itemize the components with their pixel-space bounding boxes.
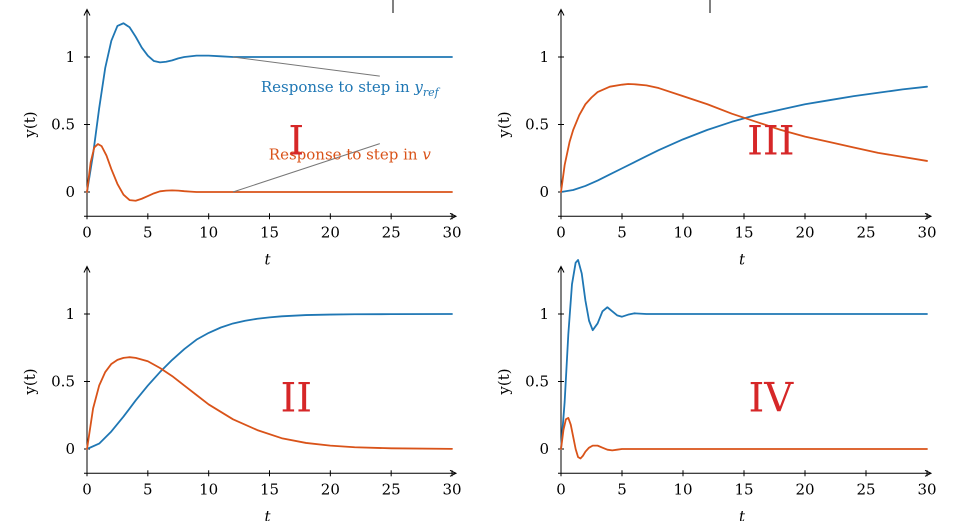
panel-i-x-tick-label: 0 [82,223,92,241]
panel-iv-x-tick-label: 20 [795,480,814,498]
panel-i-annotation-label: Response to step in v [269,146,432,164]
panel-ii-y-tick-label: 1 [65,305,75,323]
panel-iii-y-axis-arrow [557,8,565,16]
panel-i-y-tick-label: 0.5 [51,116,75,134]
panel-iv-x-tick-label: 25 [856,480,875,498]
panel-ii-x-tick-label: 20 [321,480,340,498]
panel-i-x-tick-label: 10 [199,223,218,241]
panel-iii-y-tick-label: 1 [539,48,549,66]
panel-ii-x-axis-label: t [264,507,271,521]
panel-iii-y-axis-label: y(t) [495,111,513,138]
annotation-text: Response to step in [261,78,415,96]
annotation-text: Response to step in [269,146,423,164]
panel-ii-series-blue-line [86,313,453,450]
panel-ii-x-tick-label: 0 [82,480,92,498]
panel-ii-x-tick-label: 30 [442,480,461,498]
panel-ii-x-tick-label: 25 [382,480,401,498]
panel-iii-y-tick-label: 0 [539,183,549,201]
panel-iii-y-tick-label: 0.5 [525,116,549,134]
panel-iii-series-orange-line [560,83,928,193]
panel-i-annotation-leader [232,143,380,193]
panel-iv-x-tick-label: 10 [673,480,692,498]
annotation-math: v [422,146,431,164]
panel-iii-x-tick-label: 10 [673,223,692,241]
panel-iv-x-tick-label: 30 [917,480,936,498]
panel-i-x-tick-label: 25 [382,223,401,241]
panel-iv: 0 5 10 15 20 25 30 0 0.5 1 t y(t) IV [495,259,937,521]
panel-i-x-tick-label: 30 [442,223,461,241]
panel-iii-x-tick-label: 0 [556,223,566,241]
panel-iv-x-tick-label: 5 [617,480,627,498]
panel-ii-x-tick-label: 15 [260,480,279,498]
panel-ii-series-orange-line [86,356,453,450]
panel-iv-x-tick-label: 15 [734,480,753,498]
panel-iii-x-tick-label: 25 [856,223,875,241]
panel-ii-x-tick-label: 10 [199,480,218,498]
panel-ii-roman-numeral: II [280,376,312,422]
panel-iv-series-orange-line [560,417,928,460]
panel-iii-roman-numeral: III [747,119,794,165]
panel-iii-series-blue-line [560,85,928,193]
panel-i-x-axis-label: t [264,250,271,268]
panel-iii-x-tick-label: 15 [734,223,753,241]
panel-ii-x-tick-label: 5 [143,480,153,498]
panel-ii-y-axis-arrow [83,265,91,273]
panel-iv-y-tick-label: 0.5 [525,373,549,391]
annotation-math: y [413,78,423,96]
panel-iv-x-axis-label: t [739,507,746,521]
panel-i-series-orange-line [86,143,453,202]
panel-i-annotation-leader [232,56,380,77]
panel-iii: 0 5 10 15 20 25 30 0 0.5 1 t y(t) III [495,8,937,268]
panel-iii-x-axis-label: t [739,250,746,268]
panel-i-x-tick-label: 20 [321,223,340,241]
panel-iii-x-tick-label: 30 [917,223,936,241]
annotation-math-subscript: ref [423,86,441,99]
panel-ii: 0 5 10 15 20 25 30 0 0.5 1 t y(t) II [21,265,462,521]
panel-i-y-axis-arrow [83,8,91,16]
panel-i-roman-numeral: I [288,119,304,165]
panel-i-y-tick-label: 1 [65,48,75,66]
panel-i-y-tick-label: 0 [65,183,75,201]
panel-ii-y-axis-label: y(t) [21,368,39,395]
panel-iv-series-blue-line [560,259,928,450]
panel-i: 0 5 10 15 20 25 30 0 0.5 1 t y(t) Response to step i… [21,8,462,268]
panel-ii-y-tick-label: 0 [65,440,75,458]
panel-iv-x-tick-label: 0 [556,480,566,498]
panel-iv-y-axis-label: y(t) [495,368,513,395]
panel-iv-y-axis-arrow [557,265,565,273]
panel-iv-y-tick-label: 0 [539,440,549,458]
panel-i-annotation-label: Response to step in yref [261,78,441,99]
panel-i-x-tick-label: 15 [260,223,279,241]
panel-ii-y-tick-label: 0.5 [51,373,75,391]
panel-iii-x-tick-label: 5 [617,223,627,241]
panel-iv-roman-numeral: IV [748,376,794,422]
panel-i-y-axis-label: y(t) [21,111,39,138]
panel-i-series-blue-line [86,22,453,193]
panel-iii-x-tick-label: 20 [795,223,814,241]
panel-i-x-tick-label: 5 [143,223,153,241]
panel-iv-y-tick-label: 1 [539,305,549,323]
